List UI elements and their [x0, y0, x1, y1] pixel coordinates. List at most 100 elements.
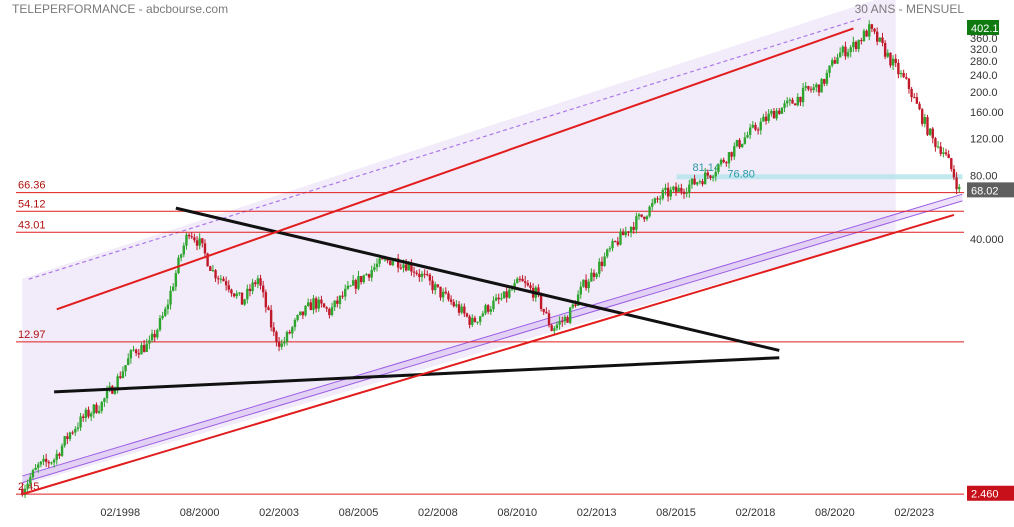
candle-body — [389, 260, 392, 266]
candle-body — [658, 198, 662, 200]
candle-body — [261, 285, 265, 293]
candle-body — [301, 311, 305, 316]
candle-body — [523, 281, 527, 284]
candle-body — [232, 293, 236, 297]
candle-body — [129, 350, 133, 359]
candle-body — [209, 266, 212, 271]
candle-body — [518, 278, 522, 280]
candle-body — [955, 177, 958, 190]
x-tick-label-9: 08/2020 — [815, 507, 855, 519]
candle-body — [717, 164, 720, 172]
level-label-0: 66.36 — [18, 180, 46, 192]
x-tick-label-5: 08/2010 — [497, 507, 537, 519]
candle-body — [711, 176, 715, 178]
candle-body — [696, 182, 699, 185]
candle-body — [682, 191, 686, 194]
candle-body — [926, 117, 929, 135]
candle-body — [685, 192, 688, 194]
x-tick-label-10: 02/2023 — [894, 507, 934, 519]
candle-body — [23, 488, 27, 496]
y-tick-label-0: 402.1 — [971, 23, 999, 35]
candle-body — [283, 341, 286, 344]
candle-body — [172, 286, 175, 291]
level-label-2: 43.01 — [18, 219, 46, 231]
candle-body — [643, 216, 646, 220]
candle-body — [719, 159, 723, 165]
candle-body — [748, 127, 752, 136]
candle-body — [854, 41, 858, 50]
candle-body — [418, 274, 421, 278]
candle-body — [563, 317, 567, 322]
candle-body — [309, 302, 313, 311]
candle-body — [568, 307, 572, 323]
candle-body — [494, 297, 498, 301]
candle-body — [873, 28, 876, 32]
candle-body — [153, 333, 156, 338]
candle-body — [359, 276, 363, 283]
candle-body — [185, 234, 188, 246]
candle-body — [492, 300, 495, 310]
candle-body — [706, 172, 710, 176]
candle-body — [680, 187, 683, 192]
candle-body — [431, 280, 434, 291]
candle-body — [230, 289, 233, 294]
candle-body — [611, 240, 614, 249]
candle-body — [428, 274, 432, 281]
candle-body — [142, 345, 146, 352]
candle-body — [550, 325, 553, 331]
candle-body — [674, 186, 678, 192]
candle-body — [280, 343, 283, 347]
candle-body — [365, 274, 368, 276]
candle-body — [770, 111, 773, 114]
candle-body — [58, 453, 61, 456]
candle-body — [21, 488, 24, 496]
candle-body — [778, 110, 781, 114]
candle-body — [447, 293, 450, 300]
candle-body — [216, 278, 220, 280]
candle-body — [373, 267, 376, 270]
candle-body — [772, 111, 776, 119]
candle-body — [804, 86, 807, 88]
candle-body — [436, 284, 440, 287]
candle-body — [349, 285, 352, 287]
candle-body — [629, 226, 633, 233]
candle-body — [381, 258, 384, 260]
candle-body — [735, 140, 739, 147]
candle-body — [595, 273, 598, 277]
candle-body — [34, 467, 37, 471]
candle-body — [320, 299, 323, 304]
candle-body — [608, 248, 612, 250]
candle-body — [902, 72, 905, 78]
level-label-3: 12.97 — [18, 329, 46, 341]
y-tick-label-1: 360.0 — [970, 33, 998, 45]
candle-body — [338, 295, 342, 304]
candle-body — [79, 416, 82, 428]
chart-period: 30 ANS - MENSUEL — [854, 2, 964, 16]
candle-body — [632, 226, 635, 230]
candle-body — [886, 52, 889, 57]
candle-body — [82, 416, 85, 419]
candle-body — [193, 237, 196, 241]
candle-body — [616, 241, 620, 245]
candle-body — [206, 253, 209, 267]
candle-body — [868, 24, 871, 37]
candle-body — [187, 234, 191, 237]
candle-body — [346, 285, 350, 289]
candle-body — [786, 100, 789, 104]
candle-body — [815, 84, 818, 88]
y-tick-last-bg — [967, 182, 1014, 198]
candle-body — [857, 40, 860, 50]
candle-body — [669, 189, 672, 197]
candle-body — [889, 52, 892, 66]
candle-body — [42, 458, 45, 462]
candle-body — [627, 231, 630, 233]
candle-body — [375, 263, 379, 268]
candle-body — [240, 292, 244, 305]
candle-body — [481, 313, 485, 317]
candle-body — [190, 236, 193, 238]
candle-body — [76, 427, 80, 430]
candle-body — [322, 303, 326, 308]
y-tick-max-bg — [967, 19, 999, 35]
candle-body — [809, 89, 813, 91]
